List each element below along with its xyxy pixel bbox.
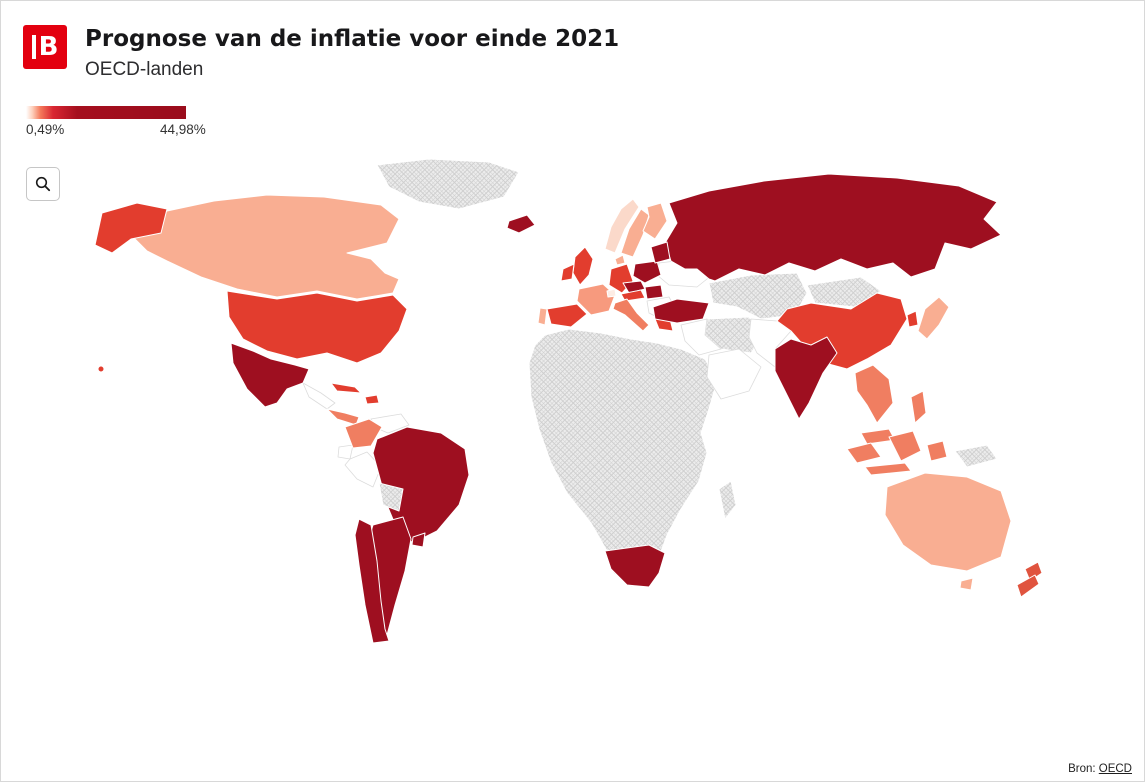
country-costa-rica[interactable] bbox=[326, 408, 360, 426]
logo-bar-icon bbox=[31, 35, 36, 59]
country-philippines[interactable] bbox=[910, 390, 927, 424]
country-united-states[interactable] bbox=[226, 290, 408, 364]
country-south-africa[interactable] bbox=[604, 544, 666, 588]
country-turkey[interactable] bbox=[652, 298, 710, 324]
country-greenland[interactable] bbox=[376, 158, 520, 210]
legend-max-label: 44,98% bbox=[160, 122, 206, 137]
country-united-kingdom[interactable] bbox=[572, 246, 594, 286]
country-saudi-arabia[interactable] bbox=[706, 348, 762, 400]
world-map-container bbox=[9, 157, 1138, 771]
country-cuba[interactable] bbox=[330, 382, 362, 394]
legend-min-label: 0,49% bbox=[26, 122, 65, 137]
country-hungary[interactable] bbox=[644, 284, 664, 300]
country-hawaii[interactable] bbox=[97, 365, 105, 373]
country-spain[interactable] bbox=[546, 303, 588, 328]
country-new-zealand-south[interactable] bbox=[1016, 574, 1040, 598]
country-indonesia-sumatra[interactable] bbox=[846, 442, 882, 464]
country-chile[interactable] bbox=[354, 518, 390, 644]
country-india[interactable] bbox=[774, 336, 838, 420]
country-japan[interactable] bbox=[917, 296, 950, 340]
legend-labels: 0,49% 44,98% bbox=[26, 122, 256, 140]
country-new-guinea[interactable] bbox=[954, 444, 998, 468]
country-indonesia-borneo[interactable] bbox=[888, 430, 922, 462]
country-russia[interactable] bbox=[664, 173, 1002, 282]
magnifier-icon bbox=[35, 176, 51, 192]
country-austria[interactable] bbox=[620, 289, 646, 302]
world-map bbox=[94, 158, 1043, 644]
country-portugal[interactable] bbox=[537, 307, 548, 326]
country-canada[interactable] bbox=[132, 194, 400, 300]
legend-gradient-bar bbox=[26, 106, 186, 119]
chart-title: Prognose van de inflatie voor einde 2021 bbox=[85, 26, 620, 52]
country-baltic-states[interactable] bbox=[650, 241, 671, 264]
country-south-korea[interactable] bbox=[906, 310, 919, 328]
country-poland[interactable] bbox=[632, 260, 662, 284]
country-guatemala-region[interactable] bbox=[302, 382, 336, 410]
country-ecuador[interactable] bbox=[337, 444, 354, 460]
country-norway[interactable] bbox=[604, 198, 640, 254]
chart-header: B Prognose van de inflatie voor einde 20… bbox=[23, 25, 619, 81]
country-indonesia-java[interactable] bbox=[864, 462, 912, 476]
country-brazil[interactable] bbox=[372, 426, 470, 544]
country-tasmania[interactable] bbox=[959, 577, 974, 591]
logo-letter: B bbox=[38, 32, 59, 62]
chart-subtitle: OECD-landen bbox=[85, 58, 204, 80]
country-ireland[interactable] bbox=[560, 263, 575, 282]
country-australia[interactable] bbox=[884, 472, 1012, 572]
color-legend: 0,49% 44,98% bbox=[26, 106, 256, 140]
country-italy[interactable] bbox=[612, 298, 650, 332]
country-alaska[interactable] bbox=[94, 202, 168, 254]
business-am-logo: B bbox=[23, 25, 67, 69]
country-denmark[interactable] bbox=[614, 254, 626, 266]
country-hispaniola[interactable] bbox=[364, 394, 380, 405]
source-prefix: Bron: bbox=[1068, 763, 1099, 775]
country-madagascar[interactable] bbox=[718, 480, 737, 520]
country-uruguay[interactable] bbox=[411, 532, 426, 548]
zoom-button[interactable] bbox=[26, 167, 60, 201]
country-iceland[interactable] bbox=[506, 214, 536, 234]
country-new-zealand-north[interactable] bbox=[1024, 561, 1043, 582]
logo-glyph: B bbox=[31, 32, 59, 62]
country-africa-nodata[interactable] bbox=[528, 328, 718, 588]
source-link[interactable]: OECD bbox=[1098, 763, 1132, 775]
country-finland[interactable] bbox=[642, 202, 668, 240]
country-middle-east[interactable] bbox=[680, 318, 722, 356]
country-france[interactable] bbox=[576, 283, 616, 316]
country-bolivia[interactable] bbox=[378, 482, 404, 512]
country-indonesia-sulawesi[interactable] bbox=[926, 440, 948, 462]
country-switzerland[interactable] bbox=[606, 288, 617, 298]
country-peru[interactable] bbox=[344, 451, 382, 488]
country-colombia[interactable] bbox=[344, 418, 383, 449]
country-indochina[interactable] bbox=[854, 364, 894, 424]
country-mexico[interactable] bbox=[230, 342, 310, 408]
source-footer: Bron: OECD bbox=[1068, 763, 1132, 775]
title-block: Prognose van de inflatie voor einde 2021… bbox=[85, 25, 619, 81]
